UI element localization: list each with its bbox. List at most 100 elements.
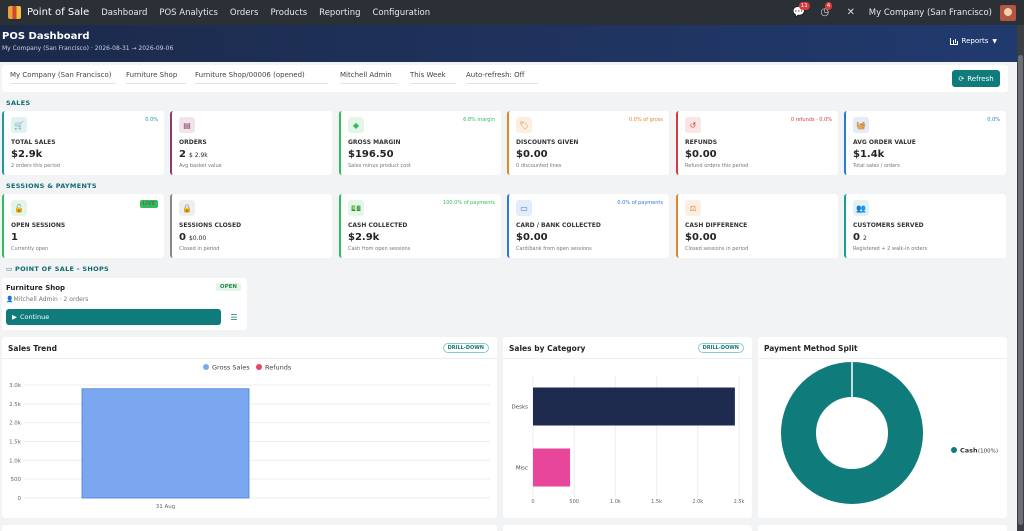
- kpi-card-avg-order-value[interactable]: 🧺 0.0% AVG ORDER VALUE $1.4k Total sales / o…: [844, 111, 1006, 175]
- kpi-card-gross-margin[interactable]: ◆ 6.8% margin GROSS MARGIN $196.50 Sales min…: [339, 111, 501, 175]
- kpi-value-main: 2: [179, 149, 186, 160]
- kpi-subtext: Refund orders this period: [685, 163, 749, 169]
- nav-configuration[interactable]: Configuration: [372, 7, 431, 18]
- payment-split-panel: Payment Method Split Cash (100%): [758, 337, 1007, 518]
- company-switcher[interactable]: My Company (San Francisco): [868, 7, 992, 18]
- kpi-value-main: $0.00: [685, 149, 717, 160]
- kpi-card-cash-collected[interactable]: 💵 100.0% of payments CASH COLLECTED $2.9k Ca…: [339, 194, 501, 258]
- scrollbar-thumb[interactable]: [1018, 55, 1023, 525]
- kpi-label: CUSTOMERS SERVED: [853, 222, 924, 229]
- kpi-subtext: Card/bank from open sessions: [516, 246, 592, 252]
- page-title: POS Dashboard: [2, 31, 90, 42]
- nav-reporting[interactable]: Reporting: [319, 7, 361, 18]
- nav-dashboard[interactable]: Dashboard: [101, 7, 148, 18]
- session-filter[interactable]: Furniture Shop/00006 (opened): [195, 71, 328, 84]
- y-tick-label: 0: [18, 496, 22, 502]
- panel-divider: [503, 358, 752, 359]
- continue-label: Continue: [20, 313, 50, 321]
- shop-card: Furniture Shop 👤Mitchell Admin · 2 order…: [2, 278, 247, 330]
- list-icon[interactable]: ☰: [230, 312, 238, 322]
- kpi-subtext: Total sales / orders: [853, 163, 900, 169]
- kpi-value: $0.00: [685, 149, 717, 160]
- shop-filter[interactable]: Furniture Shop: [126, 71, 186, 84]
- kpi-label: DISCOUNTS GIVEN: [516, 139, 579, 146]
- kpi-card-open-sessions[interactable]: 🔓 LIVE OPEN SESSIONS 1 Currently open: [2, 194, 164, 258]
- shop-meta-text: Mitchell Admin · 2 orders: [13, 296, 89, 303]
- legend-swatch: [256, 364, 262, 370]
- kpi-card-customers-served[interactable]: 👥 CUSTOMERS SERVED 0 2 Registered + 2 walk-i…: [844, 194, 1006, 258]
- next-panel-middle: [503, 525, 752, 531]
- kpi-tag: 0.0% of gross: [628, 117, 663, 123]
- kpi-value-main: $0.00: [516, 149, 548, 160]
- company-filter[interactable]: My Company (San Francisco): [10, 71, 116, 84]
- kpi-value-main: 0: [179, 232, 186, 243]
- tag-icon: 🏷: [516, 117, 532, 133]
- kpi-label: OPEN SESSIONS: [11, 222, 66, 229]
- kpi-card-discounts-given[interactable]: 🏷 0.0% of gross DISCOUNTS GIVEN $0.00 0 disc…: [507, 111, 669, 175]
- nav-orders[interactable]: Orders: [229, 7, 259, 18]
- sales-trend-drilldown-button[interactable]: DRILL-DOWN: [442, 343, 489, 353]
- reports-dropdown-button[interactable]: Reports ▼: [949, 37, 997, 45]
- auto-refresh-filter[interactable]: Auto-refresh: Off: [466, 71, 538, 84]
- activity-clock-icon[interactable]: ◷ 4: [820, 1, 833, 18]
- nav-products[interactable]: Products: [270, 7, 308, 18]
- monitor-icon: ▭: [6, 265, 16, 273]
- payment-split-title: Payment Method Split: [764, 344, 858, 353]
- basket-icon: 🧺: [853, 117, 869, 133]
- lock-icon: 🔒: [179, 200, 195, 216]
- kpi-card-cash-difference[interactable]: ⚖ CASH DIFFERENCE $0.00 Closed sessions in …: [676, 194, 838, 258]
- receipt-icon: ▤: [179, 117, 195, 133]
- kpi-value-main: 0: [853, 232, 860, 243]
- bar-chart-icon: [949, 37, 958, 45]
- kpi-label: CARD / BANK COLLECTED: [516, 222, 601, 229]
- period-filter[interactable]: This Week: [410, 71, 456, 84]
- kpi-card-refunds[interactable]: ↺ 0 refunds · 0.0% REFUNDS $0.00 Refund orde…: [676, 111, 838, 175]
- debug-tools-icon[interactable]: ✕: [846, 7, 855, 18]
- scrollbar-track[interactable]: [1017, 25, 1024, 531]
- refresh-label: Refresh: [967, 74, 994, 83]
- kpi-card-orders[interactable]: ▤ ORDERS 2 $ 2.9k Avg basket value: [170, 111, 332, 175]
- sales-category-drilldown-button[interactable]: DRILL-DOWN: [697, 343, 744, 353]
- user-filter[interactable]: Mitchell Admin: [340, 71, 398, 84]
- y-tick-label: 1.5k: [9, 440, 22, 446]
- kpi-tag: 0.0%: [987, 117, 1000, 123]
- kpi-value: $2.9k: [11, 149, 42, 160]
- legend-percent: (100%): [978, 449, 998, 455]
- reports-label: Reports: [961, 37, 989, 45]
- kpi-value-main: $2.9k: [11, 149, 43, 160]
- users-icon: 👥: [853, 200, 869, 216]
- kpi-label: GROSS MARGIN: [348, 139, 401, 146]
- kpi-value-main: $2.9k: [348, 232, 380, 243]
- pos-logo-icon: [8, 6, 21, 19]
- kpi-value: $0.00: [516, 149, 548, 160]
- legend-swatch: [951, 447, 957, 453]
- kpi-label: AVG ORDER VALUE: [853, 139, 916, 146]
- unlock-icon: 🔓: [11, 200, 27, 216]
- brand[interactable]: Point of Sale: [8, 6, 101, 19]
- sales-trend-panel: Sales Trend DRILL-DOWN Gross Sales Refund…: [2, 337, 497, 518]
- kpi-value-extra: $0.00: [188, 235, 207, 242]
- sales-category-panel: Sales by Category DRILL-DOWN 0 500 1.0k 1.5…: [503, 337, 752, 518]
- messages-icon[interactable]: 💬 11: [792, 1, 810, 18]
- kpi-value-main: $1.4k: [853, 149, 885, 160]
- x-tick-label: 31 Aug: [156, 504, 176, 510]
- panel-divider: [758, 358, 1007, 359]
- continue-button[interactable]: ▶ Continue: [6, 309, 221, 325]
- page-subtitle: My Company (San Francisco) · 2026-08-31 …: [2, 45, 174, 52]
- kpi-subtext: Sales minus product cost: [348, 163, 411, 169]
- dashboard-header: POS Dashboard My Company (San Francisco)…: [0, 25, 1017, 62]
- bar-desks: [533, 387, 735, 426]
- kpi-value: 0 $0.00: [179, 232, 206, 243]
- top-navbar: Point of Sale Dashboard POS Analytics Or…: [0, 0, 1024, 25]
- legend-swatch: [203, 364, 209, 370]
- refresh-button[interactable]: ⟳ Refresh: [952, 70, 1000, 87]
- kpi-card-sessions-closed[interactable]: 🔒 SESSIONS CLOSED 0 $0.00 Closed in period: [170, 194, 332, 258]
- user-avatar[interactable]: [1000, 4, 1016, 21]
- kpi-card-card-bank-collected[interactable]: ▭ 0.0% of payments CARD / BANK COLLECTED $0…: [507, 194, 669, 258]
- scale-icon: ⚖: [685, 200, 701, 216]
- y-tick-label: Desks: [511, 405, 528, 411]
- kpi-card-total-sales[interactable]: 🛒 0.0% TOTAL SALES $2.9k 2 orders this perio…: [2, 111, 164, 175]
- nav-pos-analytics[interactable]: POS Analytics: [159, 7, 218, 18]
- x-tick-label: 2.5k: [734, 499, 745, 505]
- y-tick-label: 2.5k: [9, 402, 22, 408]
